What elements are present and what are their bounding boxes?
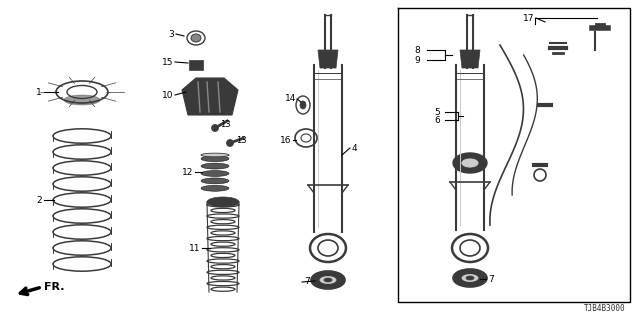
Ellipse shape [64,95,100,105]
Text: 7: 7 [304,277,310,286]
Text: 12: 12 [182,167,193,177]
Ellipse shape [300,101,306,109]
Ellipse shape [461,274,479,283]
Text: 1: 1 [36,87,42,97]
Ellipse shape [201,178,229,184]
Text: FR.: FR. [44,282,65,292]
Circle shape [211,124,218,132]
Ellipse shape [453,269,487,287]
Ellipse shape [201,163,229,169]
Ellipse shape [461,158,479,168]
Polygon shape [460,50,480,68]
Text: 10: 10 [161,91,173,100]
Text: 9: 9 [414,55,420,65]
Text: 5: 5 [434,108,440,116]
Text: 15: 15 [161,58,173,67]
Text: 4: 4 [352,143,358,153]
Ellipse shape [311,271,345,289]
Ellipse shape [207,197,239,207]
Ellipse shape [201,156,229,162]
Text: 13: 13 [236,135,246,145]
Bar [189,60,203,70]
Text: 7: 7 [488,275,493,284]
Text: 3: 3 [168,29,174,38]
Text: 14: 14 [285,93,296,102]
Ellipse shape [466,276,474,280]
Ellipse shape [453,153,487,173]
Text: 2: 2 [36,196,42,204]
Text: 17: 17 [522,13,534,22]
Text: 6: 6 [434,116,440,124]
Ellipse shape [201,185,229,191]
Text: TJB4B3000: TJB4B3000 [584,304,625,313]
Ellipse shape [201,171,229,176]
Ellipse shape [191,34,201,42]
Text: 8: 8 [414,45,420,54]
Text: 13: 13 [220,119,230,129]
Polygon shape [318,50,338,68]
Ellipse shape [201,153,229,157]
Text: 16: 16 [280,135,291,145]
Ellipse shape [319,276,337,284]
Polygon shape [182,78,238,115]
Circle shape [227,140,234,147]
Ellipse shape [324,278,332,282]
Text: 11: 11 [189,244,200,252]
